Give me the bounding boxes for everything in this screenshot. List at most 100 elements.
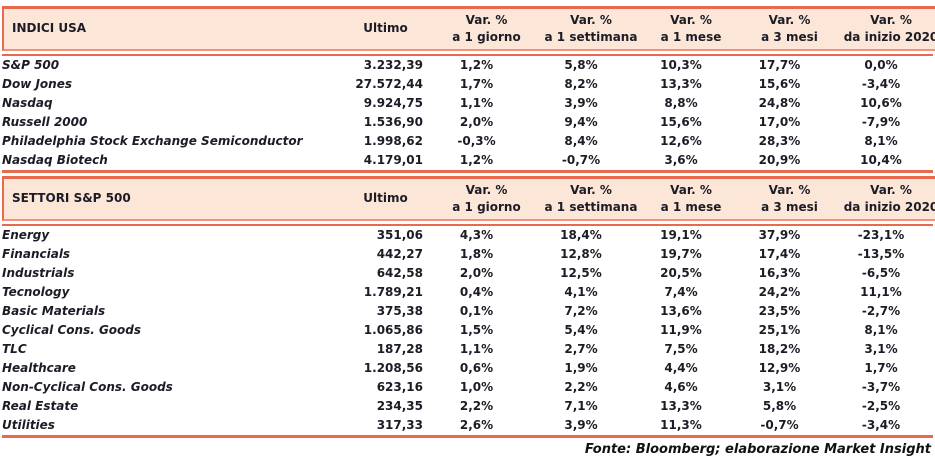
table-row: Basic Materials 375,38 0,1% 7,2% 13,6% 23,5% -… [2, 302, 933, 321]
col-header-line1: Var. % [768, 12, 811, 27]
col-header-line2: a 1 mese [660, 30, 722, 44]
row-value: -3,4% [861, 418, 901, 432]
row-value: 1,2% [459, 153, 494, 167]
row-value: 4,4% [664, 361, 698, 375]
row-value: 7,1% [564, 399, 598, 413]
row-value: 1,1% [459, 96, 494, 110]
row-label: Industrials [2, 266, 75, 280]
row-label: Non-Cyclical Cons. Goods [2, 380, 173, 394]
row-value: 3,9% [564, 96, 598, 110]
header-separator-rule [2, 224, 933, 226]
indici-usa-table: S&P 500 3.232,39 1,2% 5,8% 10,3% 17,7% 0,0% Dow… [2, 56, 933, 173]
table-row: Russell 2000 1.536,90 2,0% 9,4% 15,6% 17,0% -7… [2, 113, 933, 132]
col-header-var-1-giorno: Var. % a 1 giorno [433, 9, 540, 49]
col-header-line1: Var. % [465, 182, 508, 197]
row-value: 17,7% [758, 58, 801, 72]
row-value: 19,1% [660, 228, 702, 242]
row-value: 2,6% [459, 418, 494, 432]
row-value: -0,3% [457, 134, 496, 148]
row-value: -2,7% [861, 304, 901, 318]
row-value: 642,58 [376, 266, 423, 280]
row-value: 20,9% [758, 153, 801, 167]
row-value: 5,8% [564, 58, 598, 72]
col-header-line2: a 3 mesi [761, 30, 818, 44]
row-value: 623,16 [376, 380, 423, 394]
row-value: 2,7% [564, 342, 598, 356]
row-value: 4.179,01 [363, 153, 423, 167]
row-value: 20,5% [660, 266, 702, 280]
row-value: 8,1% [864, 323, 898, 337]
row-value: 15,6% [758, 77, 801, 91]
col-header-var-inizio-2020: Var. % da inizio 2020 [839, 9, 935, 49]
row-value: 9,4% [564, 115, 598, 129]
row-value: 15,6% [660, 115, 702, 129]
row-value: 10,3% [660, 58, 702, 72]
row-value: 8,4% [564, 134, 598, 148]
row-value: -7,9% [861, 115, 901, 129]
row-value: -6,5% [861, 266, 901, 280]
row-label: Real Estate [2, 399, 79, 413]
row-value: 1.536,90 [363, 115, 423, 129]
col-header-var-1-settimana: Var. % a 1 settimana [540, 9, 642, 49]
col-header-var-3-mesi: Var. % a 3 mesi [740, 179, 839, 219]
col-header-line1: Var. % [870, 12, 912, 27]
row-value: 13,3% [660, 77, 702, 91]
row-value: 1.998,62 [363, 134, 423, 148]
col-header-line2: da inizio 2020 [843, 30, 935, 44]
row-value: 28,3% [758, 134, 801, 148]
col-header-line1: Var. % [570, 182, 612, 197]
row-value: -0,7% [561, 153, 601, 167]
row-value: 3,1% [762, 380, 797, 394]
table-row: Cyclical Cons. Goods 1.065,86 1,5% 5,4% 11,9… [2, 321, 933, 340]
row-label: Utilities [2, 418, 55, 432]
col-header-ultimo: Ultimo [363, 191, 408, 206]
row-value: 1,2% [459, 58, 494, 72]
table-row: Industrials 642,58 2,0% 12,5% 20,5% 16,3% -6,5… [2, 264, 933, 283]
row-value: 24,2% [758, 285, 801, 299]
col-header-line2: a 1 settimana [544, 200, 638, 214]
col-header-line2: da inizio 2020 [843, 200, 935, 214]
row-value: 4,6% [664, 380, 698, 394]
row-value: 18,2% [758, 342, 801, 356]
settori-sp500-table: Energy 351,06 4,3% 18,4% 19,1% 37,9% -23,1% Fin… [2, 226, 933, 438]
row-value: 1.789,21 [363, 285, 423, 299]
table-row: S&P 500 3.232,39 1,2% 5,8% 10,3% 17,7% 0,0% [2, 56, 933, 75]
row-value: 18,4% [560, 228, 602, 242]
row-value: 12,5% [560, 266, 602, 280]
row-value: 1.065,86 [363, 323, 423, 337]
section-header-indici-usa: INDICI USA Ultimo Var. % a 1 giorno Var.… [2, 6, 935, 51]
row-value: 3,9% [564, 418, 598, 432]
row-value: 27.572,44 [355, 77, 423, 91]
col-header-var-3-mesi: Var. % a 3 mesi [740, 9, 839, 49]
row-value: 11,1% [860, 285, 902, 299]
row-label: Basic Materials [2, 304, 106, 318]
row-value: 16,3% [758, 266, 801, 280]
row-label: Healthcare [2, 361, 76, 375]
col-header-line2: a 1 giorno [452, 200, 521, 214]
row-value: -0,7% [760, 418, 799, 432]
row-value: 0,4% [459, 285, 494, 299]
row-value: 19,7% [660, 247, 702, 261]
col-header-line2: a 1 giorno [452, 30, 521, 44]
row-value: 1.208,56 [363, 361, 423, 375]
row-value: -3,4% [861, 77, 901, 91]
table-row: Tecnology 1.789,21 0,4% 4,1% 7,4% 24,2% 11,1% [2, 283, 933, 302]
row-value: 10,6% [860, 96, 902, 110]
col-header-line1: Var. % [768, 182, 811, 197]
row-value: 23,5% [758, 304, 801, 318]
row-label: TLC [2, 342, 27, 356]
row-value: 1,5% [459, 323, 494, 337]
row-value: 187,28 [376, 342, 423, 356]
row-value: 13,6% [660, 304, 702, 318]
row-value: 4,3% [459, 228, 494, 242]
row-value: 1,0% [459, 380, 494, 394]
row-value: 2,0% [459, 266, 494, 280]
row-value: 7,4% [664, 285, 698, 299]
row-label: S&P 500 [2, 58, 60, 72]
row-value: 3,6% [664, 153, 698, 167]
row-value: 4,1% [564, 285, 598, 299]
row-value: 8,8% [664, 96, 698, 110]
row-value: 37,9% [758, 228, 801, 242]
row-label: Cyclical Cons. Goods [2, 323, 142, 337]
row-value: 2,2% [459, 399, 494, 413]
